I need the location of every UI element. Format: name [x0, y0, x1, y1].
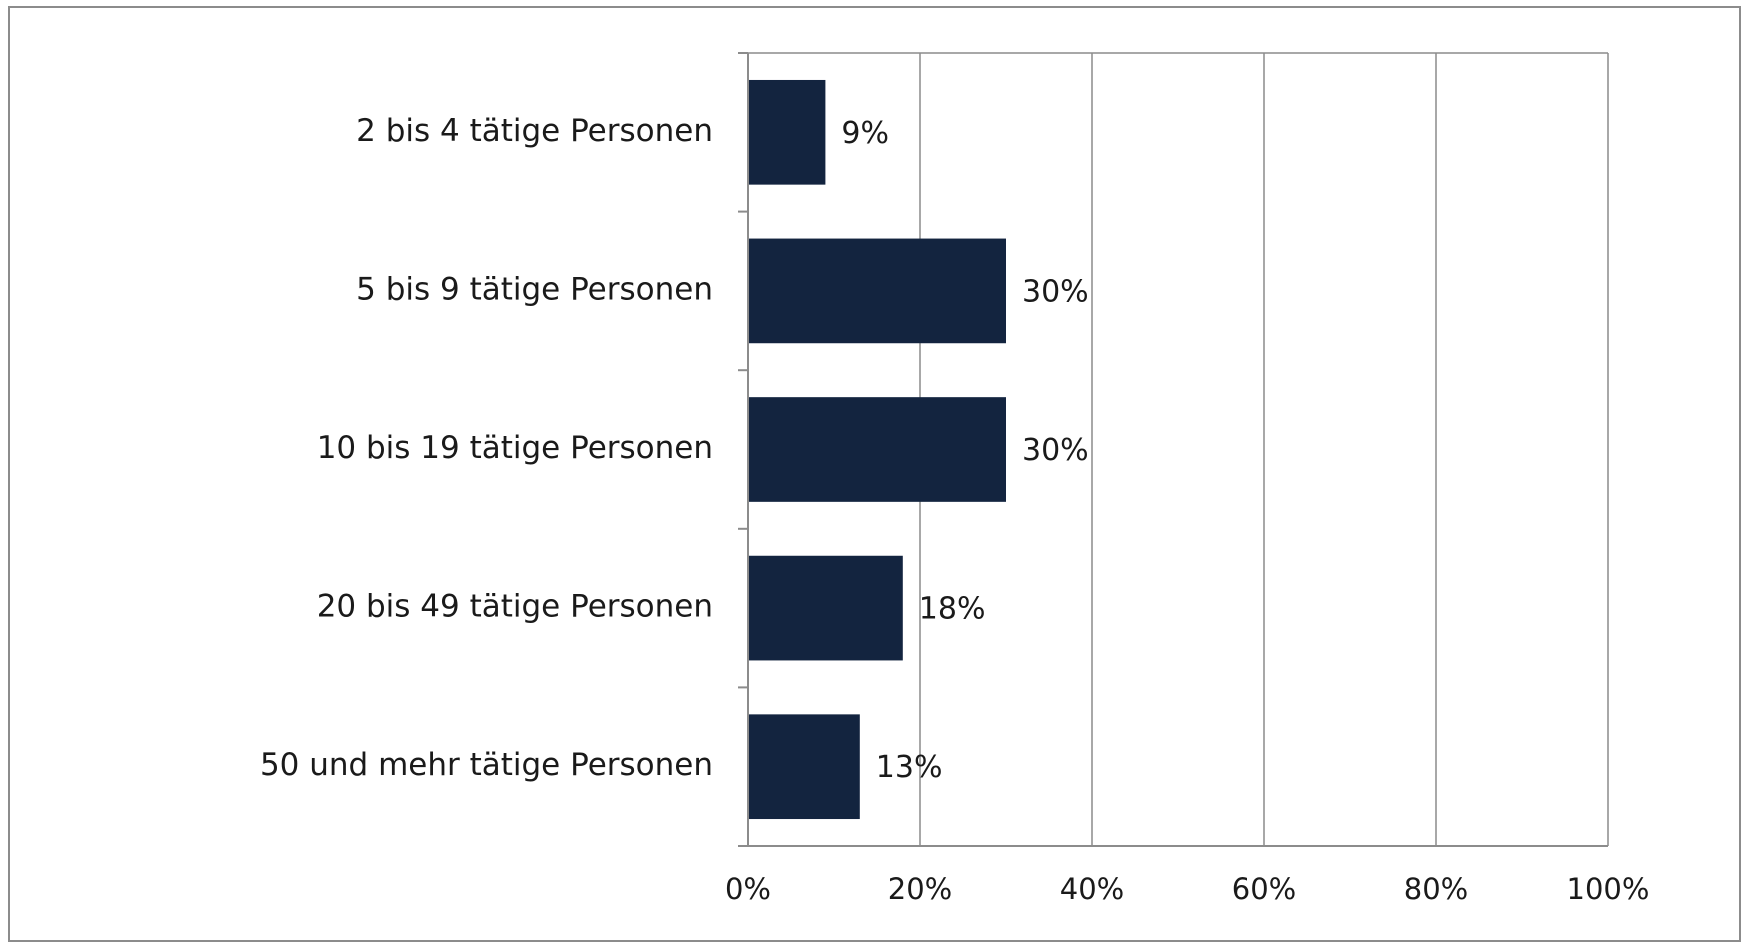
bar-3: [748, 555, 903, 661]
category-label-3: 20 bis 49 tätige Personen: [317, 589, 713, 625]
data-label-2: 30%: [1022, 433, 1089, 468]
data-label-4: 13%: [876, 750, 943, 785]
category-label-2: 10 bis 19 tätige Personen: [317, 430, 713, 466]
category-label-4: 50 und mehr tätige Personen: [260, 747, 713, 783]
data-label-1: 30%: [1022, 274, 1089, 309]
x-tick-label-3: 60%: [1232, 872, 1296, 906]
bar-4: [748, 714, 860, 820]
bar-0: [748, 79, 826, 185]
data-label-0: 9%: [841, 116, 889, 151]
labels: 2 bis 4 tätige Personen 5 bis 9 tätige Pe…: [260, 113, 1650, 906]
bars: [748, 79, 1006, 820]
bar-2: [748, 397, 1006, 502]
x-tick-label-2: 40%: [1060, 872, 1124, 906]
bar-1: [748, 238, 1006, 344]
category-label-1: 5 bis 9 tätige Personen: [356, 271, 713, 307]
x-tick-label-1: 20%: [888, 872, 952, 906]
x-tick-label-0: 0%: [725, 872, 771, 906]
data-label-3: 18%: [919, 592, 986, 627]
axes: [738, 52, 1608, 847]
category-label-0: 2 bis 4 tätige Personen: [356, 113, 713, 149]
x-tick-label-5: 100%: [1567, 872, 1650, 906]
x-tick-label-4: 80%: [1404, 872, 1468, 906]
